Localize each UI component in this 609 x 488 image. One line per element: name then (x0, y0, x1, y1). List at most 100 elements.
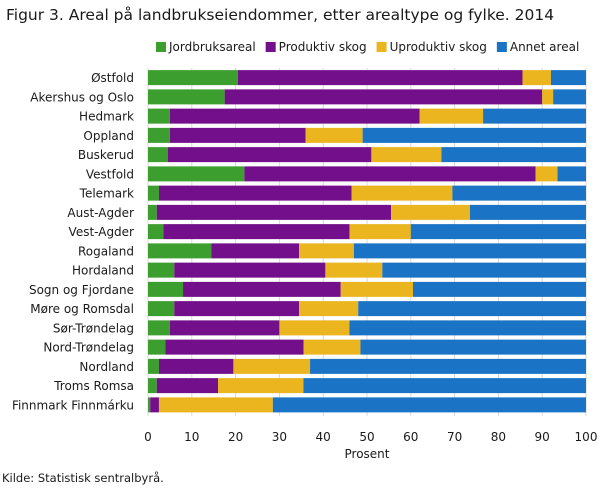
legend-label: Annet areal (510, 40, 579, 54)
bar-segment (303, 339, 361, 355)
bar-segment (169, 108, 420, 124)
bar-segment (158, 185, 352, 201)
category-label: Sør-Trøndelag (53, 321, 134, 335)
bar-segment (148, 89, 225, 105)
bar-segment (522, 70, 551, 86)
bar-segment (351, 185, 453, 201)
bar-segment (349, 320, 586, 336)
bar-segment (358, 301, 586, 317)
bar-segment (535, 166, 558, 182)
x-axis-label: Prosent (345, 447, 390, 461)
bar-segment (148, 70, 238, 86)
bar-segment (360, 339, 586, 355)
bar-segment (148, 108, 170, 124)
bar-segment (299, 301, 359, 317)
x-tick-label: 30 (272, 430, 287, 444)
bar-segment (340, 281, 413, 297)
bar-segment (237, 70, 523, 86)
bar-segment (452, 185, 586, 201)
bar-segment (299, 243, 354, 259)
x-tick-label: 90 (535, 430, 550, 444)
bar-segment (148, 397, 151, 413)
bar-segment (148, 185, 159, 201)
category-label: Aust-Agder (67, 206, 134, 220)
bar-segment (148, 320, 170, 336)
bar-segment (169, 320, 280, 336)
bar-segment (148, 204, 157, 220)
category-label: Nordland (79, 360, 134, 374)
legend-label: Produktiv skog (279, 40, 367, 54)
bar-segment (362, 127, 586, 143)
bar-segment (158, 358, 234, 374)
bar-segment (349, 224, 411, 240)
x-tick-label: 50 (359, 430, 374, 444)
x-tick-label: 20 (228, 430, 243, 444)
bar-segment (148, 147, 168, 163)
category-label: Akershus og Oslo (30, 90, 134, 104)
bar-segment (148, 301, 175, 317)
bar-segment (553, 89, 586, 105)
legend-label: Uproduktiv skog (390, 40, 487, 54)
bar-segment (174, 262, 326, 278)
bar-segment (233, 358, 311, 374)
x-tick-label: 80 (491, 430, 506, 444)
category-label: Nord-Trøndelag (43, 341, 134, 355)
bar-segment (391, 204, 470, 220)
bar-segment (469, 204, 586, 220)
bar-segment (148, 166, 245, 182)
x-tick-label: 10 (184, 430, 199, 444)
bar-segment (305, 127, 363, 143)
bar-segment (167, 147, 372, 163)
category-label: Vest-Agder (69, 225, 135, 239)
bar-segment (174, 301, 300, 317)
bar-segment (165, 339, 304, 355)
bar-segment (183, 281, 341, 297)
bar-segment (483, 108, 586, 124)
bar-segment (441, 147, 586, 163)
category-label: Hedmark (79, 110, 134, 124)
bar-segment (211, 243, 300, 259)
x-tick-label: 40 (316, 430, 331, 444)
bar-segment (542, 89, 554, 105)
legend-swatch (496, 42, 507, 52)
bar-segment (148, 378, 157, 394)
x-tick-label: 70 (447, 430, 462, 444)
category-label: Oppland (83, 129, 134, 143)
bar-segment (550, 70, 586, 86)
bar-segment (325, 262, 383, 278)
category-label: Telemark (79, 187, 134, 201)
category-label: Rogaland (78, 244, 134, 258)
legend-swatch (156, 42, 166, 52)
category-label: Østfold (91, 71, 134, 85)
bar-segment (156, 378, 219, 394)
x-tick-label: 0 (144, 430, 152, 444)
bar-segment (148, 262, 175, 278)
x-tick-label: 60 (403, 430, 418, 444)
legend-swatch (265, 42, 276, 52)
legend-swatch (376, 42, 387, 52)
category-label: Sogn og Fjordane (29, 283, 134, 297)
category-label: Buskerud (78, 148, 134, 162)
bar-segment (148, 224, 164, 240)
bar-segment (412, 281, 586, 297)
bar-segment (279, 320, 350, 336)
bar-segment (218, 378, 304, 394)
bar-segment (272, 397, 586, 413)
bar-segment (148, 281, 184, 297)
category-label: Møre og Romsdal (30, 302, 134, 316)
bar-segment (169, 127, 306, 143)
bar-segment (303, 378, 586, 394)
category-label: Troms Romsa (53, 379, 134, 393)
bar-segment (410, 224, 586, 240)
bar-segment (148, 243, 212, 259)
x-tick-label: 100 (575, 430, 598, 444)
category-label: Hordaland (72, 264, 134, 278)
bar-segment (148, 127, 170, 143)
bar-segment (310, 358, 586, 374)
bar-segment (353, 243, 586, 259)
category-label: Vestfold (86, 167, 134, 181)
bar-segment (224, 89, 543, 105)
bar-segment (163, 224, 350, 240)
category-label: Finnmark Finnmárku (12, 398, 134, 412)
